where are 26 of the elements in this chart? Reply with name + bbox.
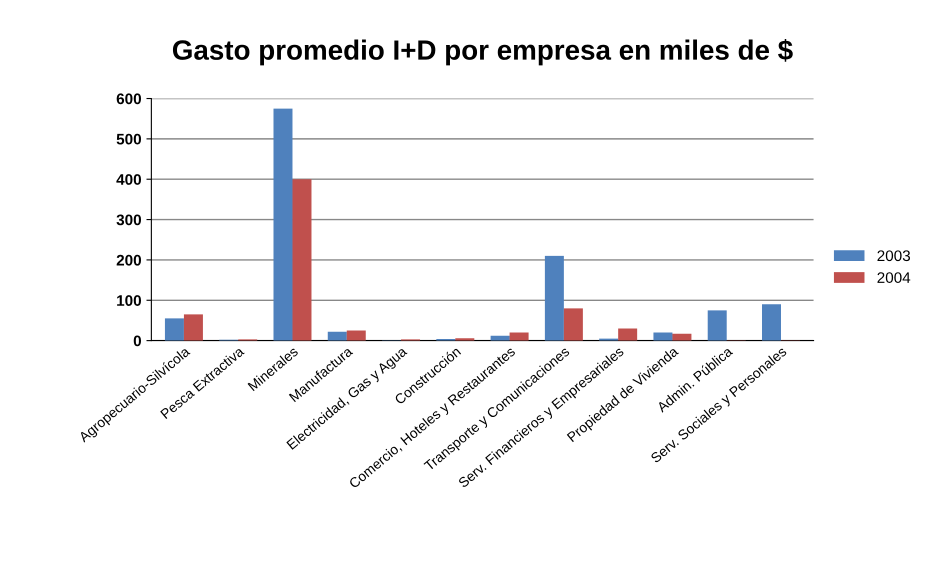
bar: [618, 328, 638, 341]
chart-title: Gasto promedio I+D por empresa en miles de $: [172, 39, 793, 66]
y-tick-label: 200: [116, 254, 142, 266]
legend-label: 2004: [877, 272, 910, 284]
y-tick-label: 0: [134, 335, 142, 346]
bar: [762, 304, 781, 341]
bar: [653, 332, 672, 341]
y-tick-label: 300: [116, 214, 142, 226]
bar: [544, 256, 564, 341]
bar: [292, 179, 312, 341]
y-tick-label: 500: [116, 134, 142, 145]
bar: [708, 310, 727, 341]
y-tick-label: 600: [116, 93, 142, 104]
y-tick-label: 400: [116, 174, 142, 185]
bar: [510, 332, 529, 341]
bar: [564, 308, 583, 341]
bar: [346, 330, 366, 341]
bar: [490, 336, 510, 341]
legend-label: 2003: [877, 250, 910, 262]
bar: [164, 318, 184, 341]
bar: [455, 338, 474, 341]
bar: [184, 314, 203, 341]
bar: [273, 108, 292, 341]
bar: [672, 334, 692, 341]
bar: [328, 332, 347, 341]
y-tick-label: 100: [117, 295, 142, 306]
